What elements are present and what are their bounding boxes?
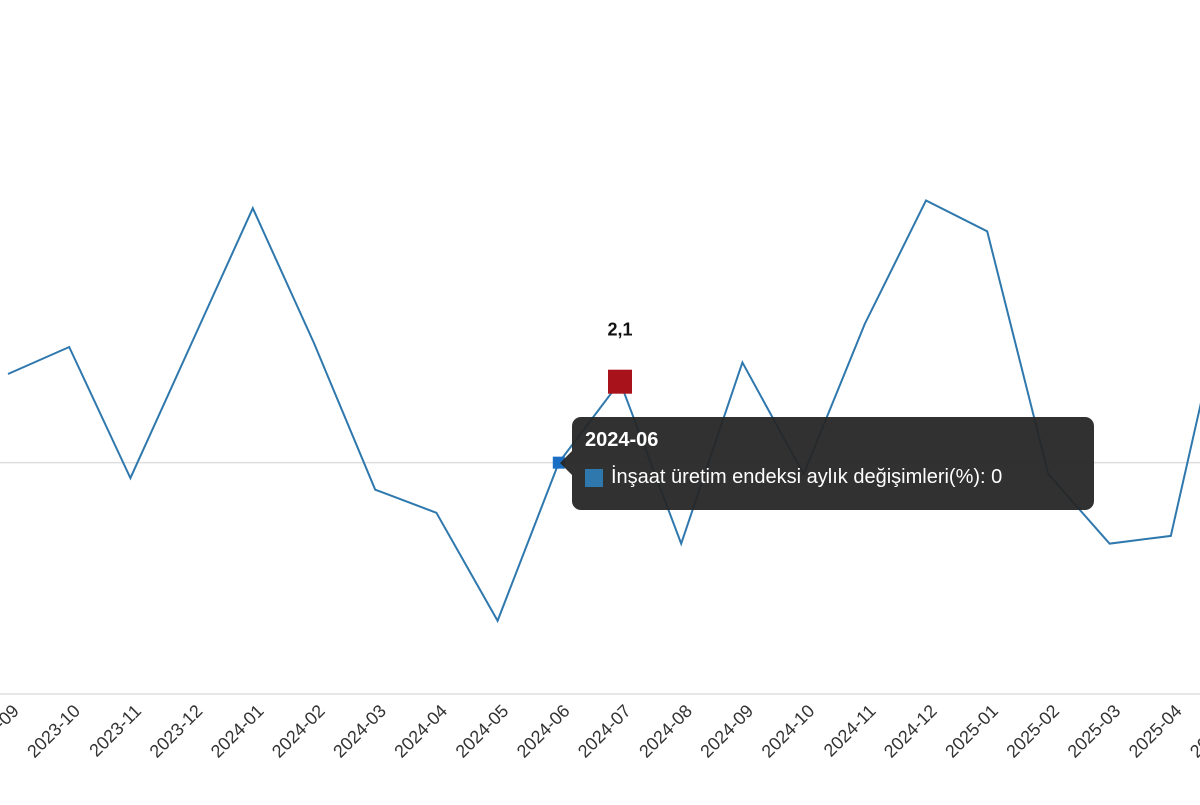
x-tick-label: 2025-05	[1186, 701, 1200, 762]
x-tick-label: 2024-07	[574, 701, 635, 762]
x-tick-label: 2023-11	[85, 701, 145, 761]
tooltip-series: İnşaat üretim endeksi aylık değişimleri(…	[611, 466, 981, 488]
x-tick-label: 2025-04	[1125, 701, 1186, 762]
x-tick-label: 2024-02	[268, 701, 329, 762]
x-tick-label: 2024-09	[696, 701, 757, 762]
x-tick-label: 2025-02	[1002, 701, 1063, 762]
series-line	[7, 199, 1200, 624]
x-tick-label: 2024-05	[452, 701, 513, 762]
x-tick-label: 2024-06	[513, 701, 574, 762]
x-tick-label: 2023-10	[23, 701, 84, 762]
x-tick-label: 2025-01	[941, 701, 1002, 762]
highlight-marker	[608, 369, 632, 394]
tooltip: 2024-06 İnşaat üretim endeksi aylık deği…	[560, 417, 1094, 510]
x-tick-label: 2023-12	[146, 701, 207, 762]
x-tick-label: 2024-04	[390, 701, 451, 762]
x-tick-label: 2024-03	[329, 701, 390, 762]
x-tick-label: 2024-08	[635, 701, 696, 762]
x-tick-label: 2024-10	[758, 701, 819, 762]
x-tick-label: 2024-12	[880, 701, 941, 762]
x-tick-label: 2023-09	[0, 701, 23, 762]
x-tick-label: 2025-03	[1064, 701, 1125, 762]
tooltip-swatch	[585, 468, 603, 487]
tooltip-row: İnşaat üretim endeksi aylık değişimleri(…	[585, 466, 1081, 489]
x-tick-label: 2024-11	[820, 701, 880, 761]
x-tick-label: 2024-01	[207, 701, 268, 762]
tooltip-value: 0	[991, 466, 1003, 488]
tooltip-title: 2024-06	[585, 429, 659, 451]
data-label: 2,1	[607, 320, 632, 340]
